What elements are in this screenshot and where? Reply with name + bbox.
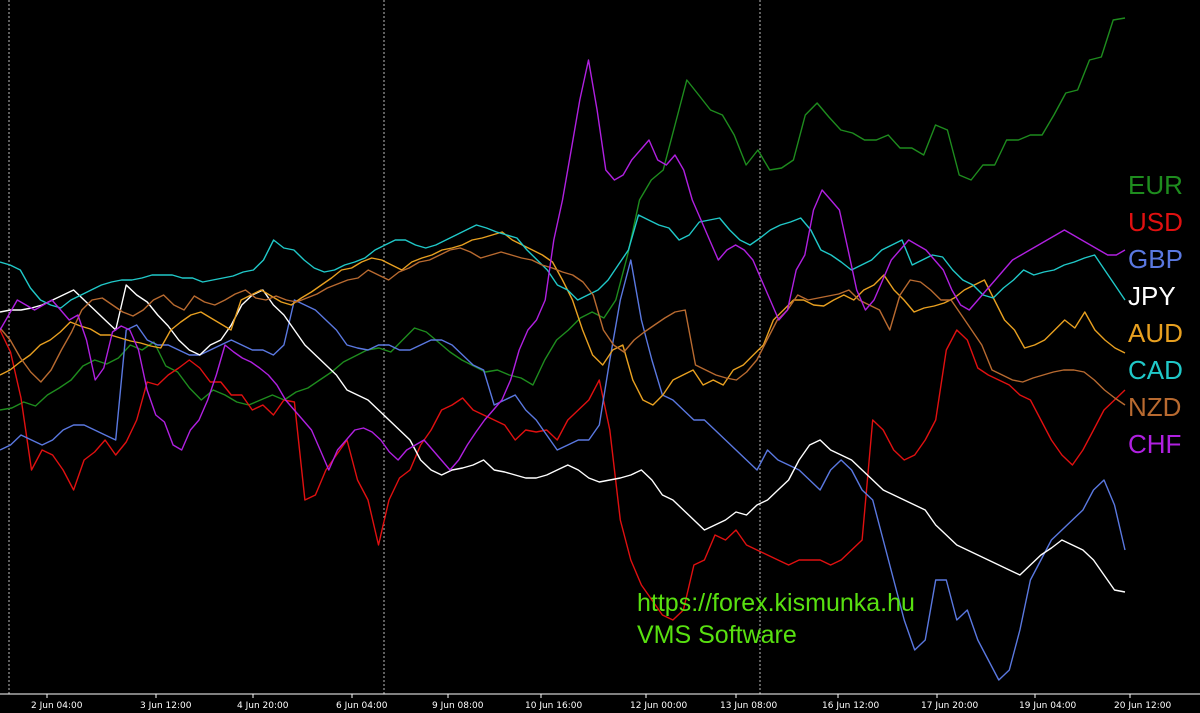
- series-line-usd: [0, 329, 1126, 621]
- series-line-jpy: [0, 284, 1126, 593]
- x-tick-label: 16 Jun 12:00: [822, 701, 879, 711]
- x-tick-label: 9 Jun 08:00: [432, 701, 484, 711]
- series-layer: [0, 17, 1126, 681]
- x-tick-label: 10 Jun 16:00: [525, 701, 582, 711]
- legend-item-eur: EUR: [1128, 170, 1183, 200]
- series-line-gbp: [0, 259, 1126, 681]
- legend-item-gbp: GBP: [1128, 244, 1183, 274]
- x-tick-label: 2 Jun 04:00: [31, 701, 83, 711]
- series-line-nzd: [0, 247, 1126, 406]
- series-line-chf: [0, 59, 1126, 471]
- watermark-url: https://forex.kismunka.hu: [637, 589, 915, 617]
- legend-item-nzd: NZD: [1128, 392, 1181, 422]
- legend-item-aud: AUD: [1128, 318, 1183, 348]
- x-tick-label: 4 Jun 20:00: [237, 701, 289, 711]
- legend: EUR USD GBP JPY AUD CAD NZD CHF: [1128, 170, 1183, 459]
- legend-item-cad: CAD: [1128, 355, 1183, 385]
- watermark-company: VMS Software: [637, 621, 797, 649]
- x-axis-ticks: 2 Jun 04:00 3 Jun 12:00 4 Jun 20:00 6 Jun 0…: [31, 694, 1171, 711]
- x-tick-label: 6 Jun 04:00: [336, 701, 388, 711]
- x-tick-label: 19 Jun 04:00: [1019, 701, 1076, 711]
- x-tick-label: 17 Jun 20:00: [921, 701, 978, 711]
- x-tick-label: 3 Jun 12:00: [140, 701, 192, 711]
- legend-item-jpy: JPY: [1128, 281, 1176, 311]
- legend-item-usd: USD: [1128, 207, 1183, 237]
- x-tick-label: 20 Jun 12:00: [1114, 701, 1171, 711]
- legend-item-chf: CHF: [1128, 429, 1181, 459]
- series-line-eur: [0, 17, 1126, 411]
- x-tick-label: 12 Jun 00:00: [630, 701, 687, 711]
- series-line-aud: [0, 231, 1126, 406]
- x-tick-label: 13 Jun 08:00: [720, 701, 777, 711]
- series-line-cad: [0, 214, 1126, 309]
